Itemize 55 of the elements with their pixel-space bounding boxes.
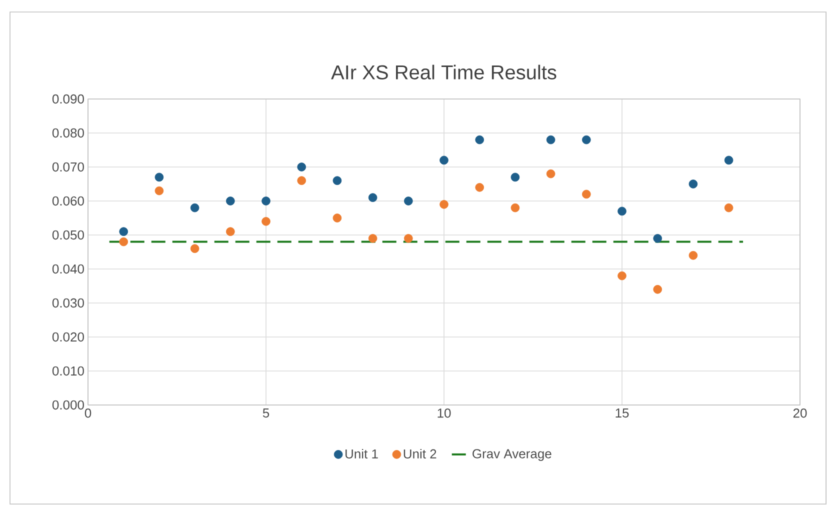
y-tick-label: 0.050: [52, 230, 84, 240]
point: [440, 156, 448, 165]
point: [297, 162, 306, 172]
y-tick-label: 0.070: [52, 162, 84, 172]
y-tick-label: 0.080: [52, 128, 84, 138]
point: [226, 227, 235, 236]
legend-label: Unit 2: [404, 448, 436, 459]
point: [546, 135, 556, 144]
point: [582, 135, 591, 144]
point: [546, 169, 556, 178]
point: [653, 234, 662, 243]
y-tick-label: 0.020: [52, 332, 84, 342]
point: [190, 203, 200, 212]
y-tick-label: 0.040: [52, 264, 84, 274]
point: [618, 206, 626, 216]
point: [297, 176, 306, 185]
point: [119, 237, 128, 246]
x-tick-label: 10: [438, 408, 451, 418]
point: [368, 193, 378, 202]
x-tick-label: 15: [616, 408, 629, 418]
point: [262, 216, 270, 226]
point: [724, 156, 734, 165]
x-tick-label: 20: [793, 408, 807, 418]
y-tick-label: 0.090: [52, 94, 84, 104]
point: [475, 135, 484, 144]
point: [440, 200, 448, 209]
point: [475, 182, 484, 192]
point: [154, 186, 164, 196]
y-tick-label: 0.030: [52, 298, 84, 308]
point: [154, 172, 164, 182]
point: [582, 190, 591, 199]
point: [119, 227, 128, 236]
x-tick-label: 5: [262, 408, 270, 418]
y-tick-label: 0.010: [52, 366, 84, 376]
point: [404, 196, 413, 206]
point: [226, 196, 235, 206]
point: [510, 172, 520, 182]
point: [688, 250, 698, 260]
point: [724, 203, 734, 212]
y-tick-label: 0.060: [52, 196, 84, 206]
chart-title: AIr XS Real Time Results: [331, 64, 556, 80]
point: [368, 234, 378, 243]
y-tick-label: 0.000: [52, 400, 84, 410]
legend-label: Unit 1: [346, 448, 378, 459]
x-tick-label: 0: [84, 408, 92, 418]
point: [653, 284, 662, 294]
point: [262, 196, 270, 206]
point: [688, 180, 698, 188]
point: [618, 271, 626, 280]
point: [404, 234, 413, 243]
point: [190, 244, 200, 253]
point: [332, 176, 342, 185]
point: [332, 214, 342, 222]
legend-label: Grav Average: [472, 449, 552, 461]
point: [510, 203, 520, 212]
